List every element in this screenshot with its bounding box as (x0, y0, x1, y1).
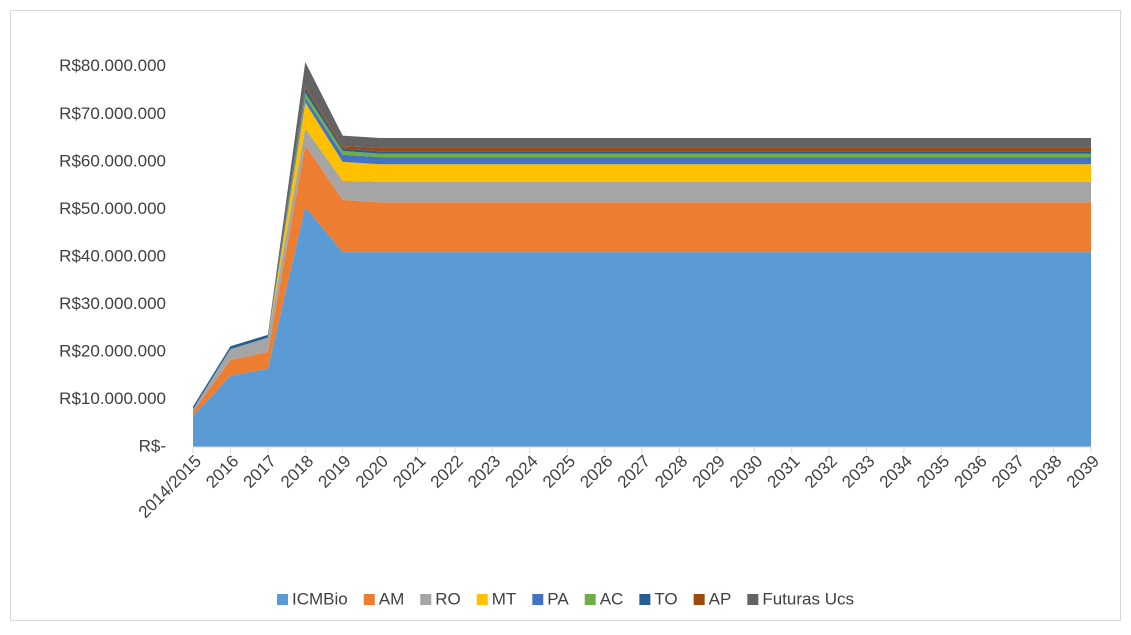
y-tick-label: R$80.000.000 (59, 56, 166, 75)
legend-label: AM (379, 589, 405, 608)
legend-label: ICMBio (292, 589, 348, 608)
y-tick-label: R$30.000.000 (59, 294, 166, 313)
y-tick-label: R$50.000.000 (59, 199, 166, 218)
legend-swatch (747, 594, 759, 605)
legend-label: AP (709, 589, 732, 608)
legend-swatch (277, 594, 289, 605)
y-tick-label: R$60.000.000 (59, 151, 166, 170)
y-tick-label: R$20.000.000 (59, 341, 166, 360)
area-series (193, 102, 1091, 410)
area-series (193, 88, 1091, 409)
legend-swatch (420, 594, 432, 605)
legend-swatch (532, 594, 544, 605)
legend-swatch (693, 594, 705, 605)
legend-swatch (476, 594, 488, 605)
y-tick-label: R$- (139, 436, 166, 455)
legend-label: Futuras Ucs (762, 589, 854, 608)
legend-swatch (363, 594, 375, 605)
legend-label: RO (435, 589, 461, 608)
area-series (193, 145, 1091, 417)
y-tick-label: R$70.000.000 (59, 104, 166, 123)
y-tick-label: R$40.000.000 (59, 246, 166, 265)
area-series (193, 128, 1091, 412)
y-tick-label: R$10.000.000 (59, 389, 166, 408)
legend-swatch (639, 594, 651, 605)
legend-label: PA (547, 589, 569, 608)
legend-label: MT (492, 589, 517, 608)
legend-label: AC (600, 589, 624, 608)
legend-label: TO (654, 589, 677, 608)
area-series (193, 206, 1091, 447)
legend-swatch (584, 594, 596, 605)
area-series (193, 85, 1091, 407)
area-series (193, 97, 1091, 410)
area-series (193, 92, 1091, 409)
